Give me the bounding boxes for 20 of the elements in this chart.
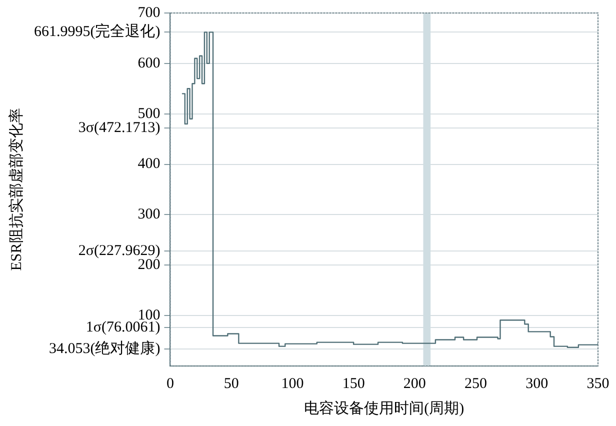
y-tick-label: 661.9995(完全退化) [34, 23, 160, 40]
y-tick-label: 2σ(227.9629) [78, 242, 160, 259]
y-tick-label: 600 [138, 55, 160, 72]
x-tick-label: 350 [586, 376, 610, 392]
x-tick-label: 300 [526, 376, 548, 392]
x-tick-label: 100 [281, 376, 304, 392]
y-axis-title: ESR阻抗实部虚部变化率 [8, 108, 25, 271]
x-axis-title: 电容设备使用时间(周期) [304, 400, 464, 417]
y-tick-label: 3σ(472.1713) [78, 120, 160, 136]
y-tick-label: 700 [138, 4, 160, 21]
y-tick-label: 400 [138, 156, 160, 172]
x-tick-label: 0 [166, 376, 174, 392]
x-tick-label: 250 [464, 376, 488, 392]
y-tick-label: 200 [138, 257, 160, 274]
y-tick-label: 34.053(绝对健康) [48, 340, 160, 357]
y-tick-label: 300 [138, 206, 160, 223]
y-tick-label: 500 [138, 106, 160, 122]
x-tick-label: 50 [224, 376, 239, 392]
x-tick-label: 200 [403, 376, 426, 392]
x-tick-label: 150 [342, 376, 365, 392]
